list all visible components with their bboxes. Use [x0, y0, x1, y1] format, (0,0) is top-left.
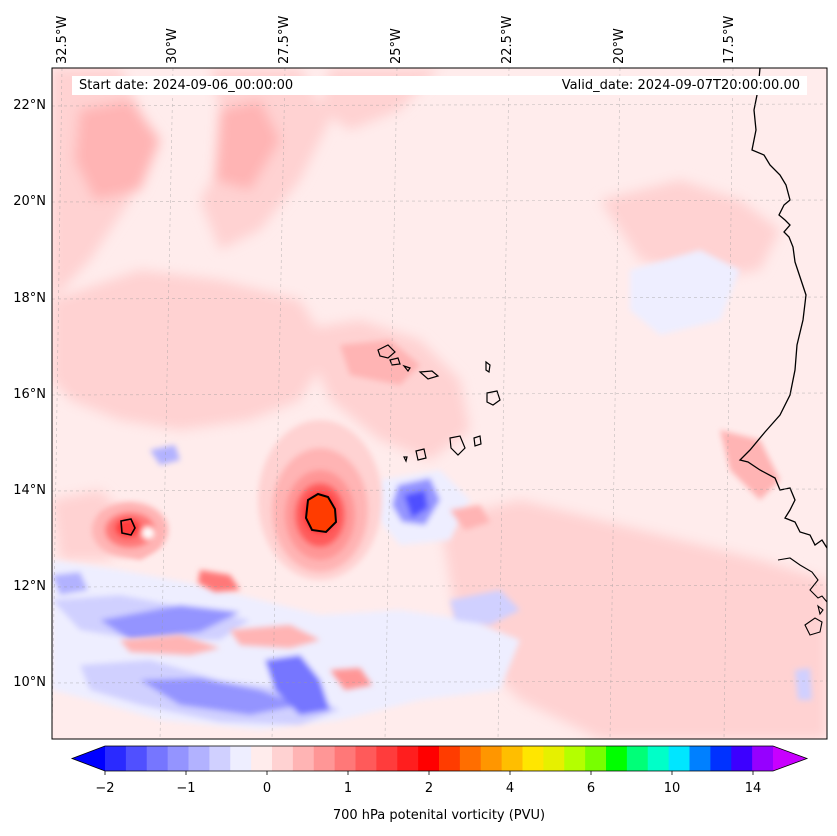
colorbar-extend-min	[72, 746, 105, 771]
colorbar-segment	[397, 746, 419, 771]
colorbar-tick-label: 1	[343, 781, 353, 796]
colorbar-tick-label: −1	[176, 781, 196, 796]
colorbar-segment	[209, 746, 231, 771]
lat-label: 16°N	[13, 387, 46, 402]
lat-label: 14°N	[13, 483, 46, 498]
colorbar-segment	[230, 746, 252, 771]
colorbar-tick-label: −2	[95, 781, 115, 796]
colorbar-tick-label: 4	[505, 781, 515, 796]
colorbar-segment	[752, 746, 774, 771]
colorbar-label: 700 hPa potenital vorticity (PVU)	[332, 808, 546, 823]
lon-label: 17.5°W	[722, 15, 737, 64]
colorbar-tick-label: 6	[586, 781, 596, 796]
header-bar	[72, 76, 807, 95]
map-border	[51, 67, 828, 740]
african-coastline	[738, 68, 827, 549]
colorbar-segment	[418, 746, 440, 771]
pv-field-negative-patches	[52, 250, 812, 730]
start-date-label: Start date: 2024-09-06_00:00:00	[79, 78, 294, 93]
colorbar-segment	[125, 746, 148, 771]
colorbar-tick-label: 10	[663, 781, 681, 796]
main-vortex-core	[304, 492, 338, 534]
colorbar-segment	[731, 746, 753, 771]
lat-label: 20°N	[13, 194, 46, 209]
colorbar-segment	[167, 746, 189, 771]
colorbar-tick-label: 0	[262, 781, 272, 796]
colorbar-segment	[564, 746, 586, 771]
colorbar-extend-max	[773, 746, 807, 771]
cape-verde-islands	[377, 344, 501, 463]
african-coastline-south	[777, 557, 827, 636]
colorbar-segment	[626, 746, 649, 771]
lat-label: 10°N	[13, 675, 46, 690]
colorbar-segment	[292, 746, 315, 771]
colorbar-segment	[146, 746, 169, 771]
colorbar-segment	[105, 746, 127, 771]
colorbar-segment	[668, 746, 690, 771]
colorbar-segment	[543, 746, 565, 771]
colorbar-tick-label: 2	[424, 781, 434, 796]
western-vortex	[92, 502, 168, 558]
colorbar-segment	[585, 746, 607, 771]
colorbar-segment	[272, 746, 294, 771]
colorbar-segment	[376, 746, 398, 771]
lon-label: 25°W	[389, 28, 404, 64]
colorbar-segment	[710, 746, 732, 771]
colorbar-segment	[647, 746, 670, 771]
colorbar-segment	[188, 746, 210, 771]
colorbar-tick-label: 14	[744, 781, 762, 796]
colorbar-segment	[606, 746, 628, 771]
colorbar	[70, 745, 809, 775]
valid-date-label: Valid_date: 2024-09-07T20:00:00.00	[561, 78, 800, 93]
lon-label: 20°W	[612, 28, 627, 64]
lat-label: 18°N	[13, 291, 46, 306]
colorbar-segment	[459, 746, 482, 771]
colorbar-segment	[439, 746, 461, 771]
lat-label: 22°N	[13, 98, 46, 113]
pv-field-positive-bands	[52, 68, 827, 739]
gridlines	[52, 68, 827, 739]
lon-label: 30°W	[165, 28, 180, 64]
colorbar-segment	[480, 746, 503, 771]
lon-label: 27.5°W	[277, 15, 292, 64]
lon-label: 32.5°W	[55, 15, 70, 64]
colorbar-segment	[251, 746, 273, 771]
lon-label: 22.5°W	[500, 15, 515, 64]
colorbar-segment	[313, 746, 336, 771]
colorbar-segment	[355, 746, 377, 771]
colorbar-segment	[689, 746, 711, 771]
lat-label: 12°N	[13, 579, 46, 594]
colorbar-segment	[501, 746, 523, 771]
western-vortex-contour	[120, 518, 136, 536]
colorbar-segment	[522, 746, 544, 771]
colorbar-segment	[334, 746, 356, 771]
